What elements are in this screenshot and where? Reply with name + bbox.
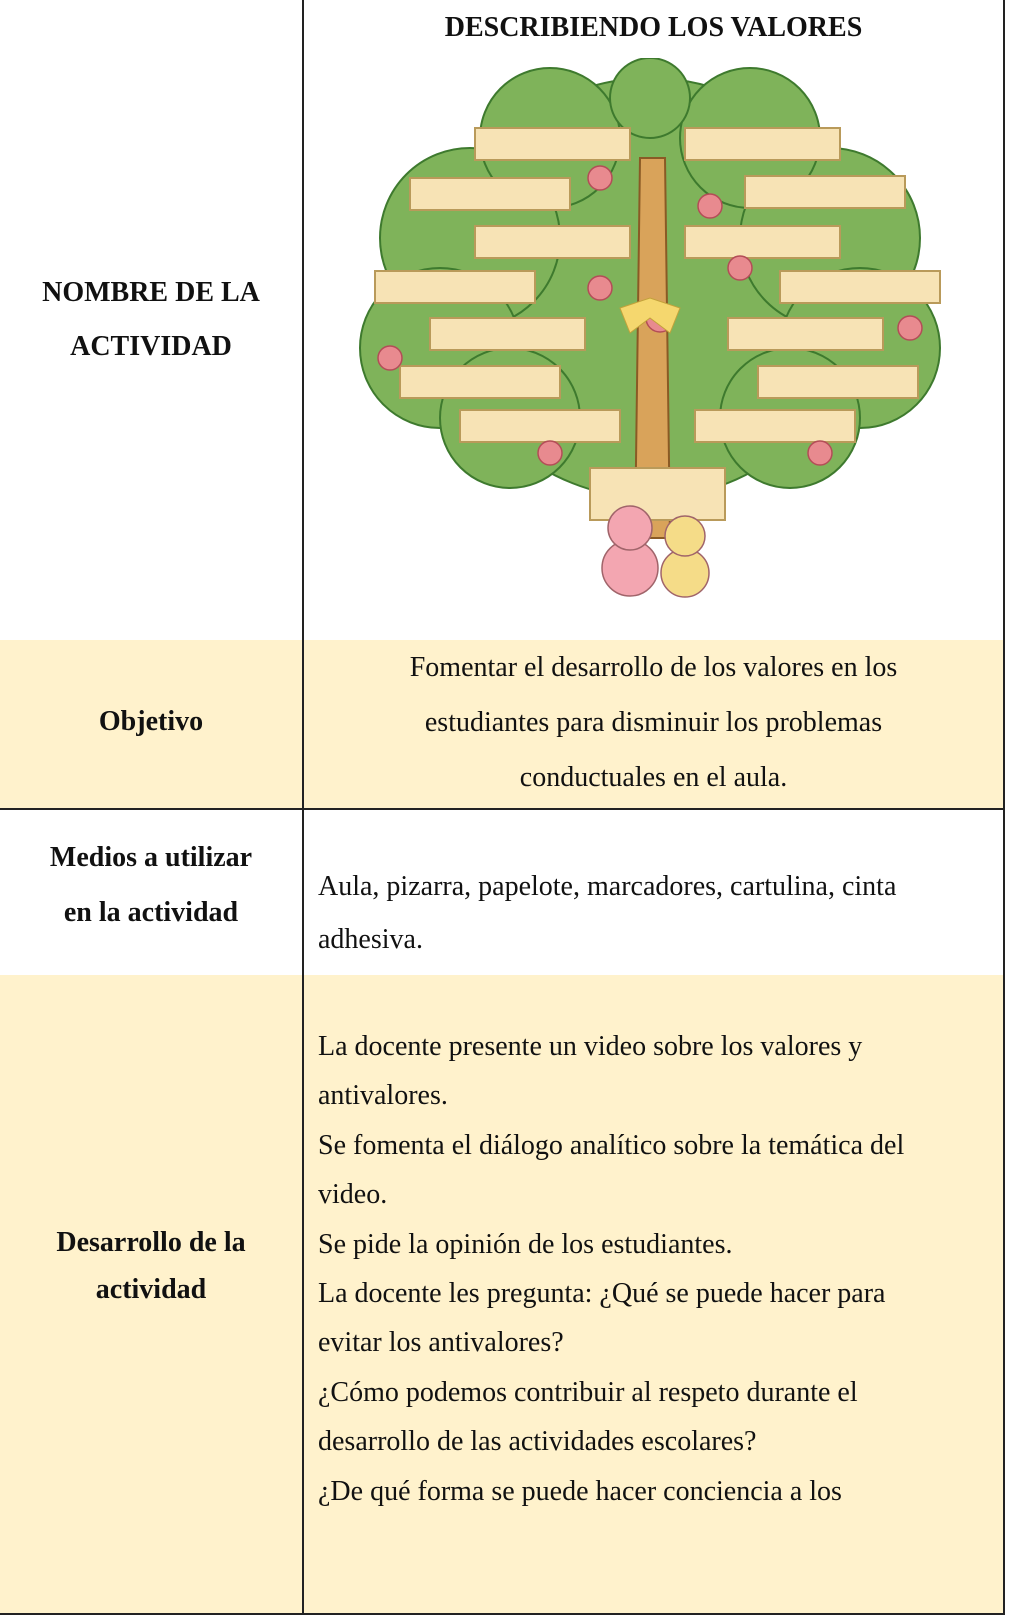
- content-cell: [302, 640, 1005, 810]
- row-text: ¿De qué forma se puede hacer conciencia …: [318, 1475, 842, 1507]
- row-text: ¿Cómo podemos contribuir al respeto dura…: [318, 1376, 858, 1408]
- row-text: adhesiva.: [318, 924, 423, 955]
- row-text: La docente les pregunta: ¿Qué se puede h…: [318, 1278, 886, 1309]
- row-text: Se pide la opinión de los estudiantes.: [318, 1228, 733, 1260]
- row-label: Medios a utilizar: [49, 842, 253, 873]
- label-cell: [0, 640, 304, 810]
- row-text: estudiantes para disminuir los problemas: [424, 707, 883, 738]
- tree-illustration: [359, 58, 941, 598]
- row-text: Se fomenta el diálogo analítico sobre la…: [318, 1129, 905, 1161]
- row-text: La docente presente un video sobre los v…: [318, 1031, 863, 1062]
- row-text: video.: [318, 1179, 388, 1211]
- row-text: Aula, pizarra, papelote, marcadores, car…: [318, 871, 897, 902]
- label-cell: [0, 0, 304, 642]
- row-label: NOMBRE DE LA: [42, 277, 260, 308]
- row-text: evitar los antivalores?: [318, 1327, 564, 1359]
- row-text: desarrollo de las actividades escolares?: [318, 1426, 757, 1458]
- row-label: actividad: [95, 1274, 207, 1305]
- label-cell: [0, 975, 304, 1615]
- row-text: Fomentar el desarrollo de los valores en…: [409, 652, 898, 683]
- row-text: antivalores.: [318, 1080, 448, 1112]
- row-label: ACTIVIDAD: [70, 331, 232, 362]
- title: DESCRIBIENDO LOS VALORES: [444, 12, 863, 43]
- row-label: Objetivo: [98, 706, 204, 737]
- row-label: Desarrollo de la: [56, 1227, 246, 1258]
- row-text: conductuales en el aula.: [519, 762, 788, 793]
- content-cell: [302, 975, 1005, 1615]
- label-cell: [0, 808, 304, 977]
- row-label: en la actividad: [63, 897, 239, 928]
